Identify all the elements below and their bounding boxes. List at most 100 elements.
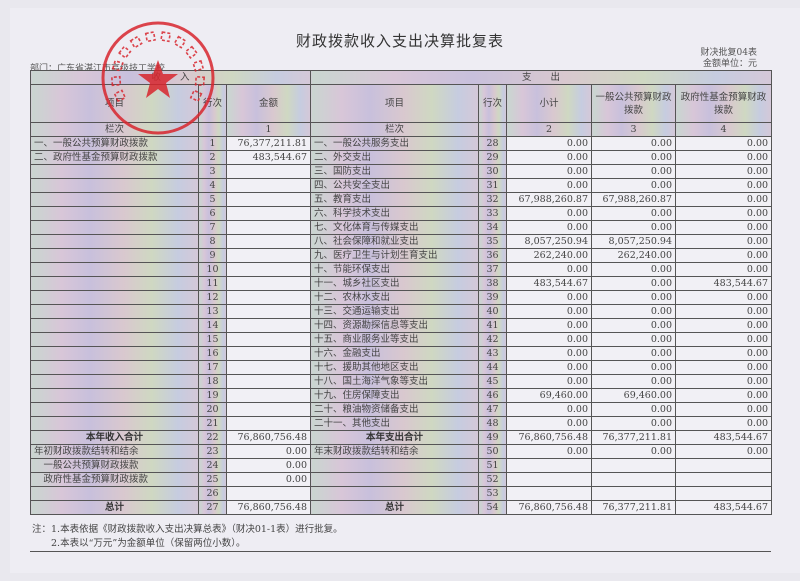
income-row-no-cell: 27 [198, 500, 227, 515]
expense-general-budget-cell: 0.00 [591, 276, 677, 291]
column-label: 栏次 [30, 122, 199, 137]
expense-subtotal-cell: 0.00 [506, 262, 593, 277]
income-amount-cell [225, 304, 312, 319]
income-item-cell [30, 318, 199, 333]
expense-row-no-cell: 49 [478, 430, 508, 445]
table-row: 3 三、国防支出 30 0.00 0.00 0.00 [30, 164, 773, 179]
income-row-no-cell: 8 [198, 234, 227, 249]
column-number: 3 [591, 122, 677, 137]
income-amount-cell [225, 318, 312, 333]
expense-general-budget-cell: 0.00 [591, 164, 677, 179]
income-item-cell: 本年收入合计 [30, 430, 199, 445]
expense-subtotal-cell: 0.00 [506, 220, 593, 235]
income-amount-cell [225, 206, 312, 221]
expense-fund-budget-cell: 0.00 [675, 388, 773, 403]
table-row: 一般公共预算财政拨款 24 0.00 51 [30, 458, 773, 473]
column-label: 栏次 [310, 122, 480, 137]
expense-item-cell [310, 458, 480, 473]
table-row: 13 十三、交通运输支出 40 0.00 0.00 0.00 [30, 304, 773, 319]
note-2: 2.本表以“万元”为金额单位（保留两位小数）。 [32, 538, 246, 549]
table-row: 15 十五、商业服务业等支出 42 0.00 0.00 0.00 [30, 332, 773, 347]
income-item-cell [30, 262, 199, 277]
expense-row-no-cell: 37 [478, 262, 508, 277]
expense-item-cell: 七、文化体育与传媒支出 [310, 220, 480, 235]
expense-row-no-cell: 44 [478, 360, 508, 375]
expense-subtotal-cell: 0.00 [506, 346, 593, 361]
expense-general-budget-cell: 0.00 [591, 136, 677, 151]
expense-fund-budget-cell: 0.00 [675, 234, 773, 249]
expense-item-cell: 总计 [310, 500, 480, 515]
expense-subtotal-cell: 0.00 [506, 374, 593, 389]
income-amount-cell: 483,544.67 [225, 150, 312, 165]
income-item-cell: 年初财政拨款结转和结余 [30, 444, 199, 459]
income-item-cell [30, 276, 199, 291]
expense-row-no-cell: 46 [478, 388, 508, 403]
income-item-cell [30, 192, 199, 207]
income-amount-cell: 0.00 [225, 472, 312, 487]
expense-fund-budget-cell: 0.00 [675, 164, 773, 179]
expense-general-budget-cell: 69,460.00 [591, 388, 677, 403]
expense-item-cell: 二十一、其他支出 [310, 416, 480, 431]
expense-fund-budget-cell: 0.00 [675, 220, 773, 235]
income-row-no-cell: 7 [198, 220, 227, 235]
expense-item-header: 项目 [310, 84, 480, 123]
table-row: 7 七、文化体育与传媒支出 34 0.00 0.00 0.00 [30, 220, 773, 235]
expense-row-no-cell: 33 [478, 206, 508, 221]
expense-fund-budget-cell: 0.00 [675, 248, 773, 263]
expense-general-budget-cell: 0.00 [591, 444, 677, 459]
expense-fund-budget-cell: 0.00 [675, 346, 773, 361]
column-number: 1 [225, 122, 312, 137]
expense-subtotal-cell [506, 486, 593, 501]
expense-fund-budget-cell: 0.00 [675, 374, 773, 389]
income-item-cell [30, 206, 199, 221]
income-row-no-cell: 16 [198, 346, 227, 361]
expense-subtotal-cell: 0.00 [506, 304, 593, 319]
table-row: 一、一般公共预算财政拨款 1 76,377,211.81 一、一般公共服务支出 28 0.… [30, 136, 773, 151]
income-row-no-cell: 18 [198, 374, 227, 389]
income-amount-cell [225, 388, 312, 403]
income-header: 收 入 [29, 70, 312, 85]
approval-table: 收 入 支 出 项目 行次 金额 项目 行次 小计 一般公共预算财政拨款 政府性… [29, 70, 773, 515]
expense-item-cell: 二十、粮油物资储备支出 [310, 402, 480, 417]
expense-row-no-cell: 36 [478, 248, 508, 263]
expense-general-budget-cell [591, 472, 677, 487]
expense-row-no-cell: 48 [478, 416, 508, 431]
income-item-cell [30, 346, 199, 361]
expense-item-cell [310, 472, 480, 487]
income-amount-cell [225, 402, 312, 417]
income-item-cell [30, 388, 199, 403]
expense-item-cell [310, 486, 480, 501]
income-amount-cell: 0.00 [225, 458, 312, 473]
expense-item-cell: 十、节能环保支出 [310, 262, 480, 277]
expense-general-budget-cell: 0.00 [591, 374, 677, 389]
income-item-cell [30, 402, 199, 417]
empty-cell [478, 122, 508, 137]
expense-row-no-cell: 29 [478, 150, 508, 165]
income-amount-cell [225, 290, 312, 305]
table-row: 10 十、节能环保支出 37 0.00 0.00 0.00 [30, 262, 773, 277]
expense-row-no-cell: 31 [478, 178, 508, 193]
income-row-no-cell: 12 [198, 290, 227, 305]
expense-general-budget-cell: 76,377,211.81 [591, 500, 677, 515]
expense-general-budget-cell: 0.00 [591, 402, 677, 417]
table-row: 5 五、教育支出 32 67,988,260.87 67,988,260.87 0.00 [30, 192, 773, 207]
income-amount-cell [225, 248, 312, 263]
income-item-cell [30, 178, 199, 193]
income-row-no-cell: 13 [198, 304, 227, 319]
expense-subtotal-cell: 0.00 [506, 444, 593, 459]
expense-subtotal-cell: 0.00 [506, 332, 593, 347]
table-row: 18 十八、国土海洋气象等支出 45 0.00 0.00 0.00 [30, 374, 773, 389]
income-amount-cell [225, 164, 312, 179]
income-amount-cell [225, 220, 312, 235]
expense-general-budget-cell: 67,988,260.87 [591, 192, 677, 207]
income-amount-cell [225, 360, 312, 375]
expense-item-cell: 三、国防支出 [310, 164, 480, 179]
expense-subtotal-cell: 76,860,756.48 [506, 500, 593, 515]
table-row: 14 十四、资源勘探信息等支出 41 0.00 0.00 0.00 [30, 318, 773, 333]
income-item-cell [30, 164, 199, 179]
note-1: 注：1.本表依据《财政拨款收入支出决算总表》（财决01-1表）进行批复。 [32, 524, 343, 535]
expense-subtotal-cell: 0.00 [506, 150, 593, 165]
expense-fund-budget-cell: 0.00 [675, 136, 773, 151]
column-number: 2 [506, 122, 593, 137]
income-row-no-cell: 3 [198, 164, 227, 179]
